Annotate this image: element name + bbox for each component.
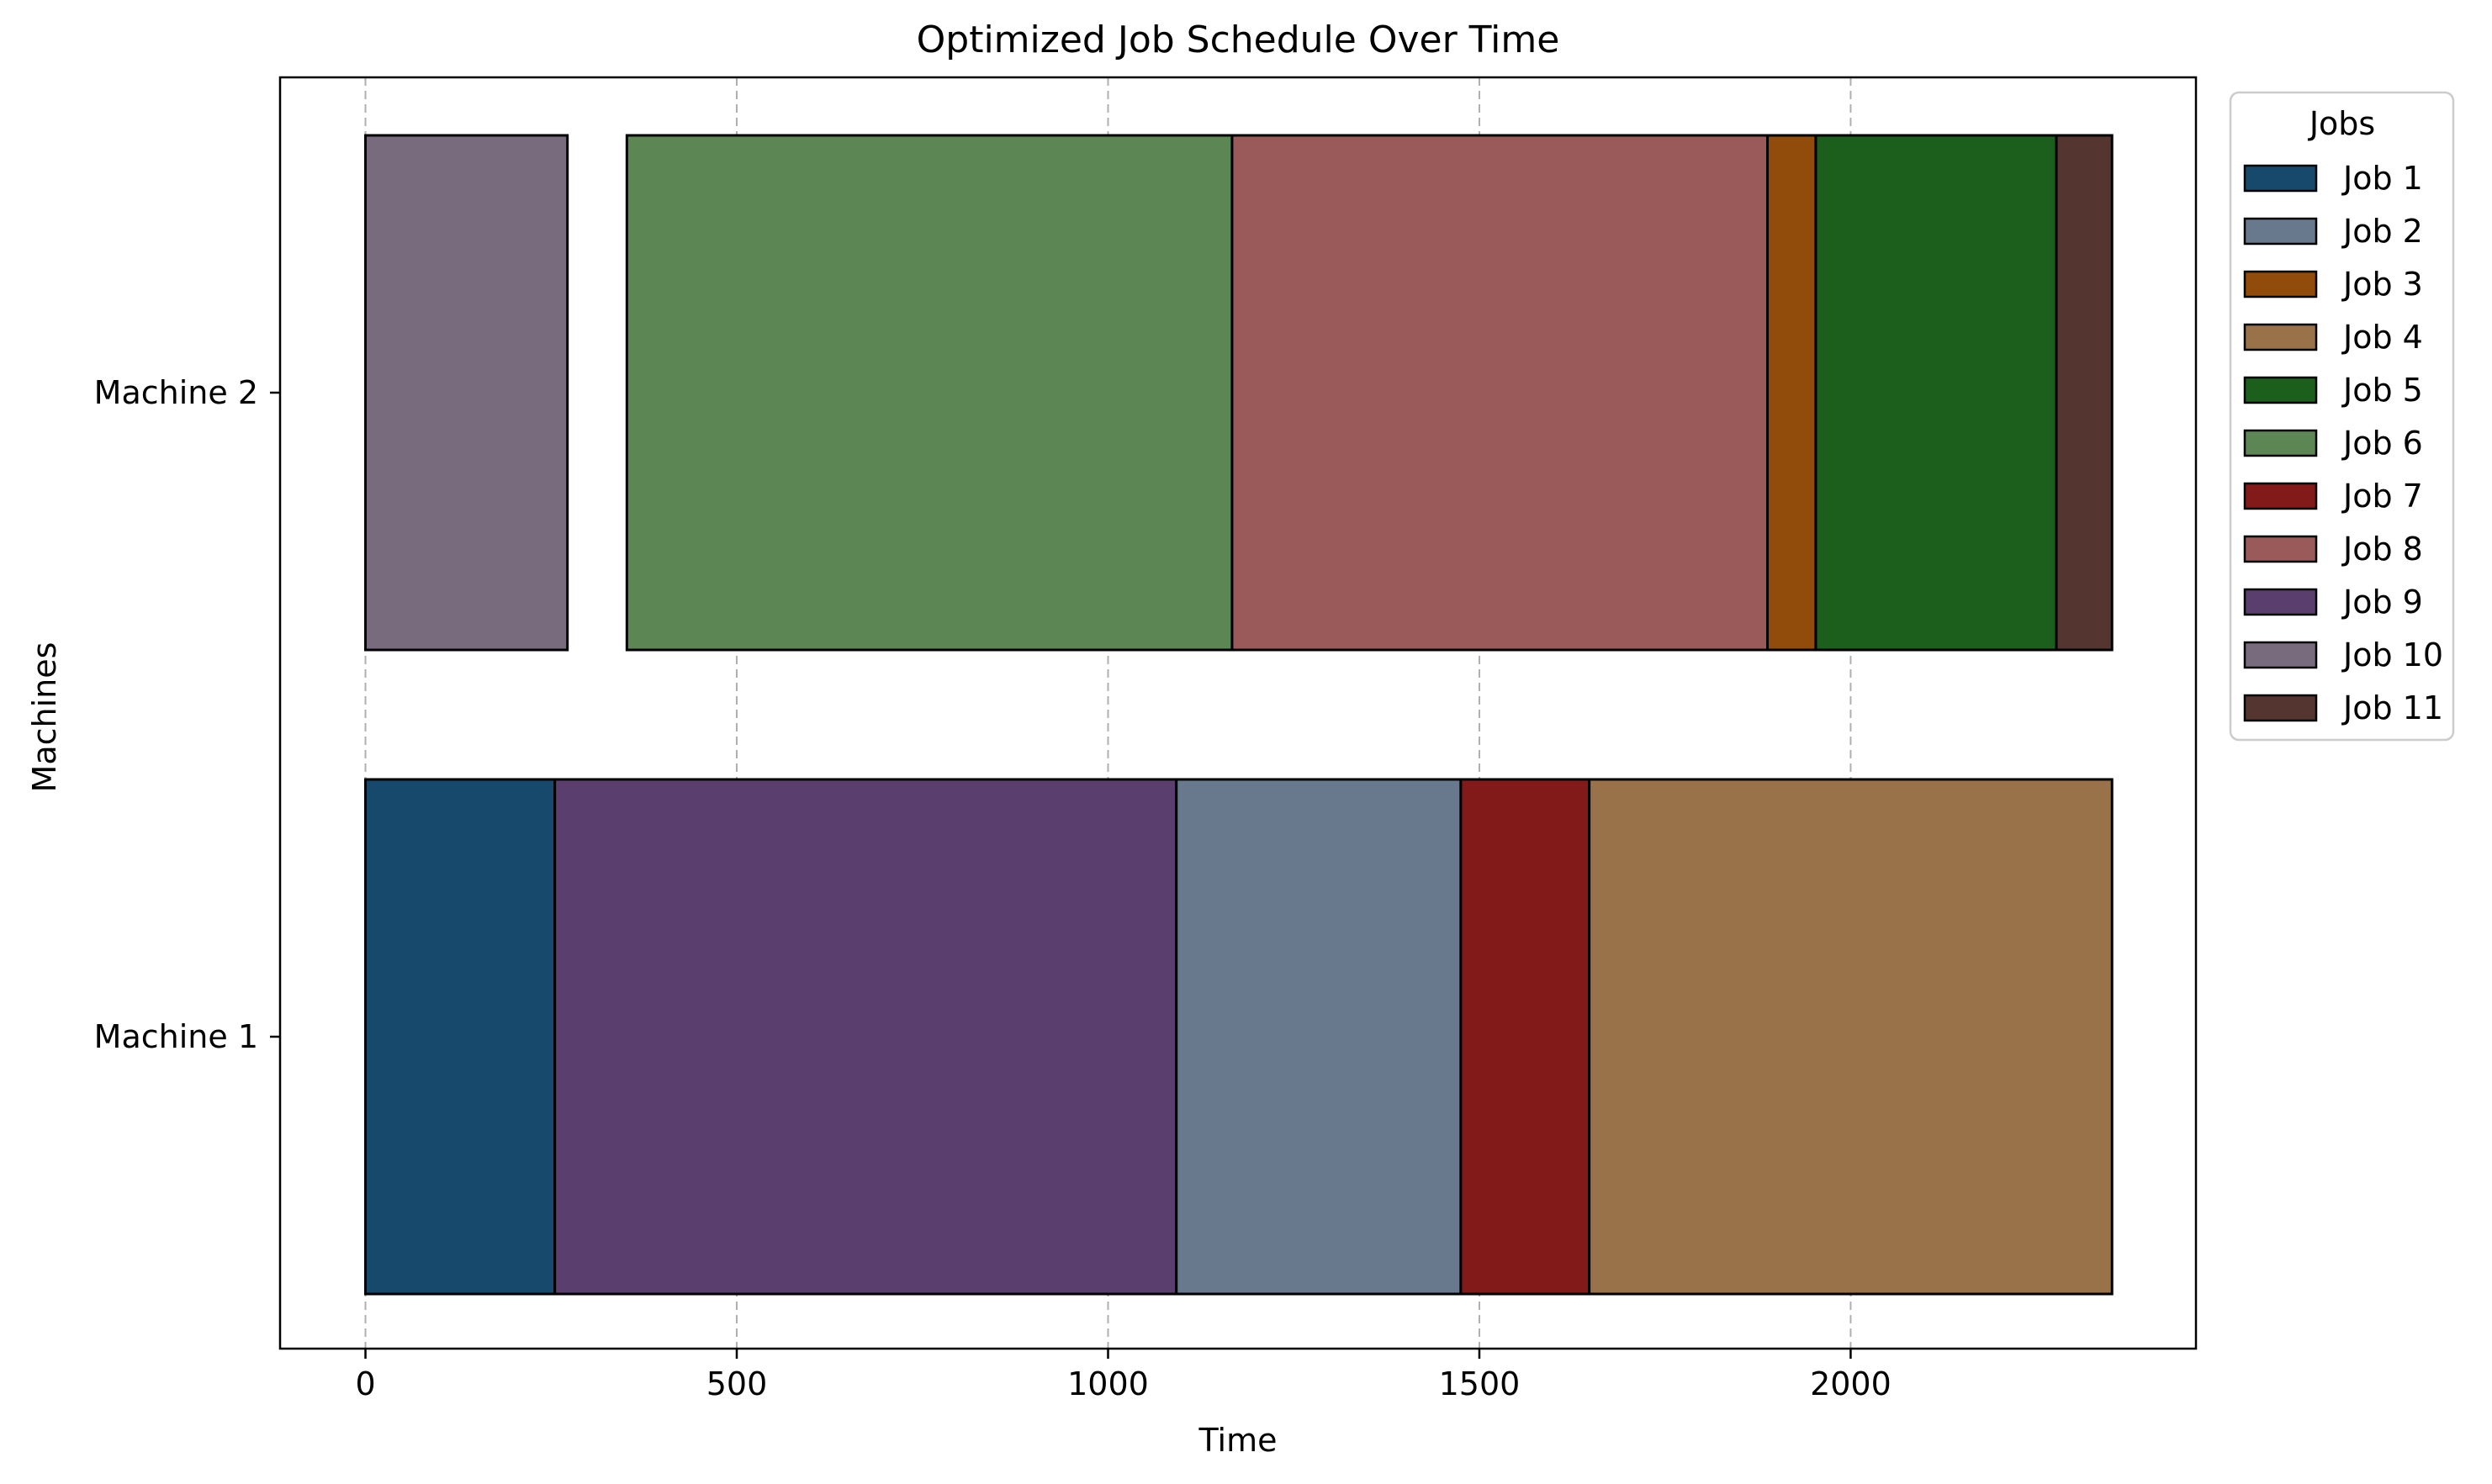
y-tick-label-machine-1: Machine 1 — [94, 1018, 258, 1055]
x-tick-label-2000: 2000 — [1810, 1365, 1891, 1402]
y-axis-label: Machines — [26, 642, 63, 793]
bar-machine-1-job-1 — [364, 778, 557, 1296]
legend-swatch-job-7 — [2243, 482, 2318, 510]
bar-machine-2-job-8 — [1230, 134, 1770, 652]
bar-machine-2-job-11 — [2055, 134, 2114, 652]
y-axis-ticks: Machine 1 Machine 2 — [94, 374, 280, 1055]
legend-swatch-job-8 — [2243, 535, 2318, 563]
x-tick-label-1000: 1000 — [1067, 1365, 1149, 1402]
legend-box — [2229, 91, 2455, 742]
legend-label-job-10: Job 10 — [2341, 636, 2443, 673]
legend-swatch-job-3 — [2243, 270, 2318, 298]
legend-label-job-7: Job 7 — [2341, 478, 2423, 515]
bar-machine-2-job-3 — [1766, 134, 1817, 652]
legend-label-job-1: Job 1 — [2341, 160, 2423, 197]
legend-label-job-5: Job 5 — [2341, 372, 2423, 409]
plot-frame — [278, 76, 2198, 1350]
legend-swatch-job-6 — [2243, 429, 2318, 457]
legend: Jobs Job 1 Job 2 Job 3 Job 4 Job 5 Job 6 Job 7… — [2229, 91, 2455, 742]
legend-label-job-2: Job 2 — [2341, 213, 2423, 250]
bar-machine-2-job-10 — [364, 134, 569, 652]
legend-swatch-job-4 — [2243, 323, 2318, 351]
legend-label-job-6: Job 6 — [2341, 425, 2423, 462]
x-tick-label-500: 500 — [706, 1365, 768, 1402]
legend-title: Jobs — [2308, 105, 2375, 142]
legend-label-job-9: Job 9 — [2341, 584, 2423, 621]
task-bars — [364, 134, 2114, 1296]
legend-swatch-job-11 — [2243, 694, 2318, 722]
chart-title: Optimized Job Schedule Over Time — [917, 18, 1560, 61]
legend-swatch-job-10 — [2243, 641, 2318, 669]
legend-swatch-job-2 — [2243, 217, 2318, 246]
legend-entries: Job 1 Job 2 Job 3 Job 4 Job 5 Job 6 Job 7 Job 8… — [2243, 160, 2443, 726]
bar-machine-2-job-6 — [625, 134, 1234, 652]
bar-machine-1-job-7 — [1459, 778, 1591, 1296]
bar-machine-1-job-2 — [1175, 778, 1463, 1296]
bar-machine-1-job-4 — [1588, 778, 2114, 1296]
legend-label-job-4: Job 4 — [2341, 319, 2423, 356]
legend-swatch-job-9 — [2243, 588, 2318, 616]
bar-machine-1-job-9 — [553, 778, 1178, 1296]
legend-label-job-11: Job 11 — [2341, 689, 2443, 726]
legend-swatch-job-5 — [2243, 376, 2318, 404]
legend-label-job-3: Job 3 — [2341, 266, 2423, 303]
x-gridlines — [364, 77, 1852, 1349]
x-axis-ticks: 0 500 1000 1500 2000 — [355, 1349, 1891, 1402]
x-tick-label-1500: 1500 — [1439, 1365, 1521, 1402]
y-tick-label-machine-2: Machine 2 — [94, 374, 258, 411]
x-tick-label-0: 0 — [355, 1365, 375, 1402]
legend-swatch-job-1 — [2243, 164, 2318, 193]
legend-label-job-8: Job 8 — [2341, 531, 2423, 568]
bar-machine-2-job-5 — [1814, 134, 2058, 652]
x-axis-label: Time — [1198, 1422, 1278, 1459]
